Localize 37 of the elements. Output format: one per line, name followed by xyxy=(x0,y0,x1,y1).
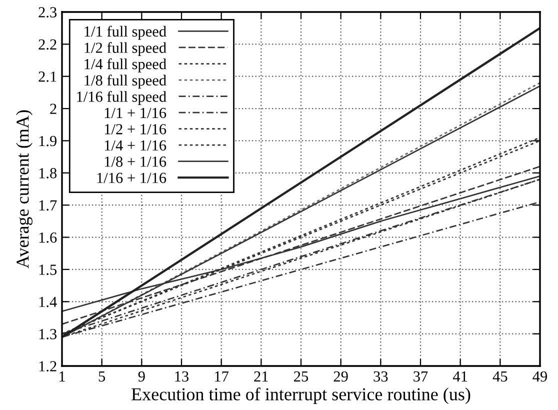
y-axis-title: Average current (mA) xyxy=(16,110,32,268)
y-tick-label: 1.2 xyxy=(39,361,56,372)
x-tick-label: 37 xyxy=(414,371,428,382)
x-tick-label: 17 xyxy=(215,371,229,382)
x-tick-label: 33 xyxy=(374,371,388,382)
legend-label: 1/4 + 1/16 xyxy=(104,140,166,151)
y-tick-label: 2.1 xyxy=(38,72,56,82)
y-tick-label: 1.4 xyxy=(39,296,57,308)
y-tick-label: 1.6 xyxy=(39,232,57,243)
legend-label: 1/4 full speed xyxy=(84,58,166,72)
legend-label: 1/8 + 1/16 xyxy=(104,156,166,167)
legend-label: 1/1 full speed xyxy=(84,26,166,40)
y-tick-label: 1.7 xyxy=(39,200,57,211)
x-tick-label: 45 xyxy=(492,371,508,382)
y-tick-label: 1.5 xyxy=(39,264,57,275)
legend-label: 1/16 full speed xyxy=(77,90,166,105)
x-tick-label: 49 xyxy=(532,371,548,382)
x-tick-label: 13 xyxy=(175,371,189,382)
legend-label: 1/2 full speed xyxy=(84,42,166,56)
x-tick-label: 41 xyxy=(452,371,468,382)
y-tick-label: 1.3 xyxy=(39,329,57,340)
y-tick-label: 2 xyxy=(50,104,56,114)
legend-label: 1/1 + 1/16 xyxy=(104,108,166,118)
x-axis-title: Execution time of interrupt service routine (us) xyxy=(132,387,470,404)
y-tick-label: 1.8 xyxy=(39,168,57,178)
legend-label: 1/2 + 1/16 xyxy=(104,124,166,134)
x-tick-label: 29 xyxy=(334,371,348,382)
y-tick-label: 2.2 xyxy=(38,39,56,50)
legend-label: 1/8 full speed xyxy=(84,74,166,89)
x-tick-label: 25 xyxy=(294,371,308,382)
x-tick-label: 9 xyxy=(138,371,145,382)
x-tick-label: 5 xyxy=(98,371,106,382)
legend-label: 1/16 + 1/16 xyxy=(97,172,166,184)
y-tick-label: 1.9 xyxy=(39,136,57,146)
y-tick-label: 2.3 xyxy=(38,7,57,18)
x-tick-label: 1 xyxy=(60,371,65,382)
x-tick-label: 21 xyxy=(254,371,268,382)
